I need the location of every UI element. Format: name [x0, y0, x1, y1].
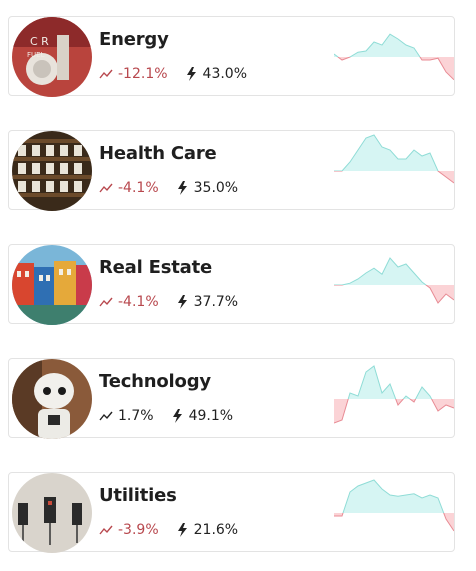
volatility-stat: 43.0% [186, 66, 247, 82]
volatility-stat: 21.6% [177, 522, 238, 538]
sector-card-health-care[interactable]: Health Care -4.1% 35.0% [8, 130, 455, 211]
volatility-value: 21.6% [193, 522, 239, 538]
svg-text:C R: C R [30, 35, 49, 48]
sector-name: Real Estate [99, 257, 213, 278]
sector-stats: -12.1% 43.0% [99, 65, 247, 83]
sparkline-chart [334, 365, 454, 424]
volatility-stat: 49.1% [172, 408, 233, 424]
energy-avatar: C R FUEL [12, 17, 92, 97]
sparkline-line [342, 479, 445, 513]
sector-name: Health Care [99, 143, 217, 164]
sparkline-loss-area [334, 57, 454, 81]
lightning-bolt-icon [177, 181, 187, 195]
change-stat: 1.7% [99, 408, 154, 424]
utilities-avatar [12, 473, 92, 553]
change-stat: -12.1% [99, 66, 168, 82]
volatility-value: 37.7% [193, 294, 239, 310]
sparkline-loss-area [334, 399, 454, 424]
sector-name: Utilities [99, 485, 177, 506]
volatility-stat: 37.7% [177, 294, 238, 310]
lightning-bolt-icon [186, 67, 196, 81]
change-value: -4.1% [118, 180, 159, 196]
lightning-bolt-icon [172, 409, 182, 423]
sparkline-gain-area [334, 257, 454, 285]
sparkline-line [334, 399, 454, 424]
sparkline-chart [334, 33, 454, 81]
change-stat: -3.9% [99, 522, 159, 538]
volatility-stat: 35.0% [177, 180, 238, 196]
change-stat: -4.1% [99, 180, 159, 196]
sector-card-real-estate[interactable]: Real Estate -4.1% 37.7% [8, 244, 455, 325]
lightning-bolt-icon [177, 523, 187, 537]
technology-avatar [12, 359, 92, 439]
sparkline-gain-area [334, 134, 454, 171]
sector-card-energy[interactable]: C R FUEL Energy -12.1% 43.0% [8, 16, 455, 97]
trend-line-icon [99, 525, 113, 535]
change-stat: -4.1% [99, 294, 159, 310]
sparkline-line [334, 285, 454, 304]
change-value: -3.9% [118, 522, 159, 538]
sparkline-line [347, 365, 433, 399]
sector-stats: -3.9% 21.6% [99, 521, 238, 539]
sparkline-line [334, 33, 421, 57]
change-value: -4.1% [118, 294, 159, 310]
health-care-avatar [12, 131, 92, 211]
real-estate-avatar [12, 245, 92, 325]
svg-text:FUEL: FUEL [27, 51, 45, 59]
change-value: 1.7% [118, 408, 154, 424]
sparkline-gain-area [334, 33, 454, 57]
sparkline-chart [334, 134, 454, 184]
volatility-value: 43.0% [202, 66, 248, 82]
sparkline-chart [334, 479, 454, 532]
sparkline-line [334, 257, 427, 285]
sparkline-line [334, 134, 439, 171]
sector-name: Technology [99, 371, 211, 392]
sparkline-gain-area [334, 479, 454, 513]
sparkline-loss-area [334, 285, 454, 304]
volatility-value: 35.0% [193, 180, 239, 196]
change-value: -12.1% [118, 66, 168, 82]
sparkline-loss-area [334, 171, 454, 184]
trend-line-icon [99, 297, 113, 307]
sparkline-gain-area [334, 365, 454, 399]
sector-stats: -4.1% 35.0% [99, 179, 238, 197]
sector-card-technology[interactable]: Technology 1.7% 49.1% [8, 358, 455, 439]
sector-card-utilities[interactable]: Utilities -3.9% 21.6% [8, 472, 455, 553]
volatility-value: 49.1% [188, 408, 234, 424]
trend-line-icon [99, 69, 113, 79]
trend-line-icon [99, 183, 113, 193]
lightning-bolt-icon [177, 295, 187, 309]
trend-line-icon [99, 411, 113, 421]
sparkline-line [337, 57, 454, 81]
sparkline-chart [334, 257, 454, 304]
sector-name: Energy [99, 29, 169, 50]
sector-stats: 1.7% 49.1% [99, 407, 233, 425]
sector-stats: -4.1% 37.7% [99, 293, 238, 311]
